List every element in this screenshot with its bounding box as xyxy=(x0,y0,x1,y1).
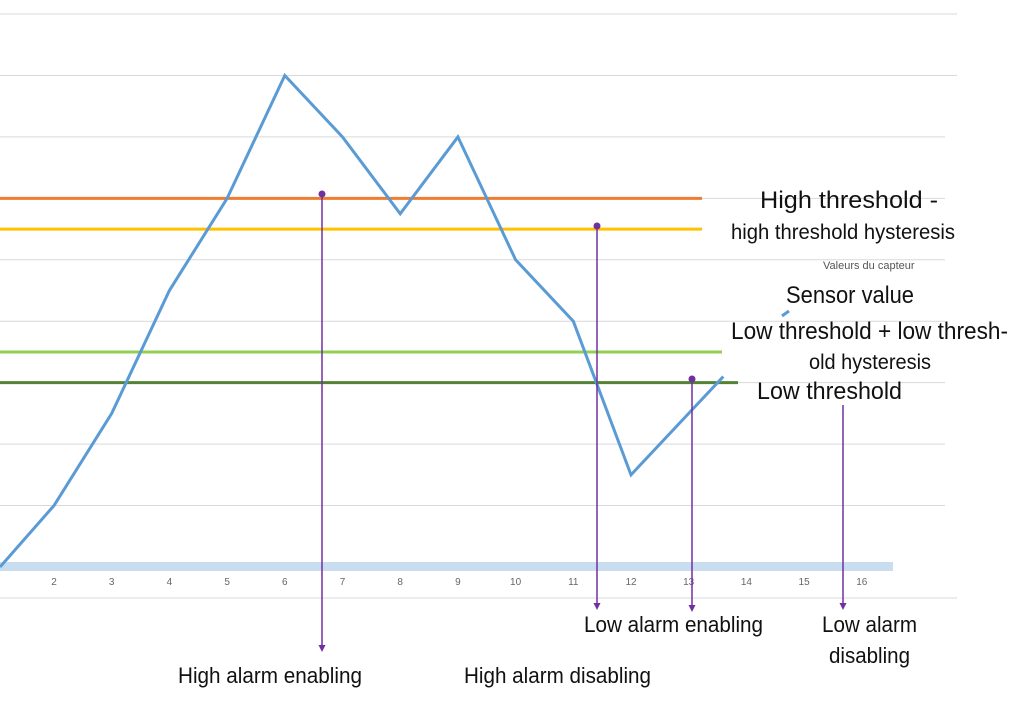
x-tick-labels: 2 3 4 5 6 7 8 9 10 11 12 13 14 15 16 xyxy=(51,577,868,588)
x-tick-label: 10 xyxy=(510,577,522,588)
x-tick-label: 14 xyxy=(741,577,753,588)
x-tick-label: 15 xyxy=(799,577,811,588)
x-tick-label: 12 xyxy=(625,577,637,588)
label-high-alarm-disabling: High alarm disabling xyxy=(464,663,651,688)
arrow-down-icon xyxy=(688,605,696,612)
x-tick-label: 7 xyxy=(340,577,346,588)
event-marker xyxy=(839,405,847,610)
label-high-alarm-enabling: High alarm enabling xyxy=(178,663,362,688)
label-low-hyst-2: old hysteresis xyxy=(809,351,931,374)
x-tick-label: 3 xyxy=(109,577,115,588)
x-tick-label: 2 xyxy=(51,577,57,588)
legend-line-fragment xyxy=(781,309,790,318)
gridlines xyxy=(0,13,957,507)
event-markers xyxy=(318,190,847,652)
label-low-hyst-1: Low threshold + low thresh- xyxy=(731,318,1008,345)
threshold-lines xyxy=(0,196,738,385)
sensor-value-line xyxy=(0,72,725,568)
hidden-legend-text: Valeurs du capteur xyxy=(823,260,915,272)
x-tick-label: 6 xyxy=(282,577,288,588)
event-marker xyxy=(593,222,601,610)
arrow-down-icon xyxy=(593,603,601,610)
event-marker xyxy=(318,190,326,652)
x-tick-label: 13 xyxy=(683,577,695,588)
x-tick-label: 16 xyxy=(856,577,868,588)
label-low-alarm-enabling: Low alarm enabling xyxy=(584,612,763,637)
x-tick-label: 9 xyxy=(455,577,461,588)
label-high-threshold-1: High threshold - xyxy=(760,187,938,214)
label-low-alarm-disabling-2: disabling xyxy=(829,643,910,668)
label-low-threshold: Low threshold xyxy=(757,378,902,405)
label-sensor-value: Sensor value xyxy=(786,282,914,309)
label-low-alarm-disabling-1: Low alarm xyxy=(822,612,917,637)
x-tick-label: 5 xyxy=(224,577,230,588)
label-high-threshold-2: high threshold hysteresis xyxy=(731,221,955,244)
x-tick-label: 11 xyxy=(568,577,579,588)
arrow-down-icon xyxy=(318,645,326,652)
event-marker xyxy=(688,375,696,612)
x-tick-label: 4 xyxy=(167,577,173,588)
arrow-down-icon xyxy=(839,603,847,610)
x-tick-label: 8 xyxy=(397,577,403,588)
x-axis-band xyxy=(0,562,893,571)
